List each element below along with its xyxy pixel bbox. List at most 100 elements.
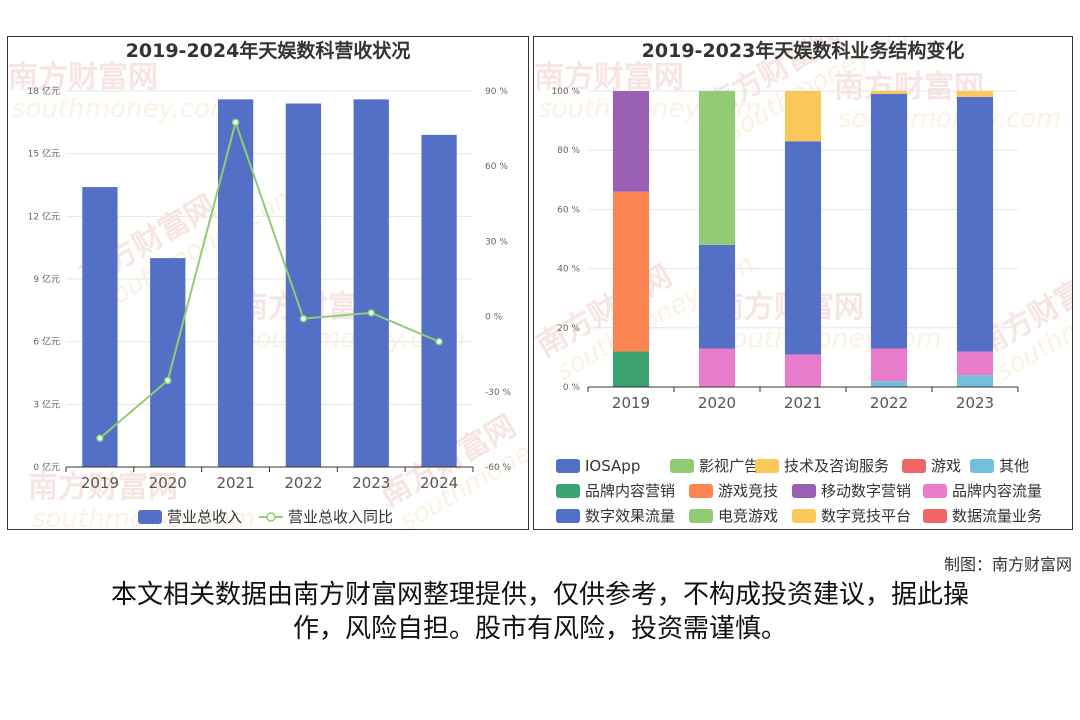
watermark-text-en: southmoney.com <box>718 324 941 354</box>
y-left-tick-label: 0 亿元 <box>33 461 60 473</box>
x-tick-label: 2021 <box>216 474 254 492</box>
stack-segment <box>612 351 650 387</box>
legend-swatch <box>970 459 994 473</box>
legend-swatch <box>792 509 816 523</box>
stack-segment <box>870 93 908 349</box>
legend-label: 技术及咨询服务 <box>784 457 889 475</box>
stack-segment <box>956 351 994 376</box>
yoy-point <box>231 118 240 127</box>
legend-label: 游戏竞技 <box>718 482 778 500</box>
stack-segment <box>870 91 908 94</box>
stack-segment <box>956 375 994 387</box>
watermark-text-en: southmoney.com <box>12 94 235 124</box>
stack-segment <box>870 348 908 382</box>
revenue-bar <box>217 99 254 467</box>
legend-swatch <box>689 484 713 498</box>
legend-swatch <box>556 484 580 498</box>
x-tick-label: 2022 <box>284 474 322 492</box>
legend-label: 其他 <box>999 457 1029 475</box>
watermark-text-cn: 南方财富网 <box>28 470 178 505</box>
disclaimer: 本文相关数据由南方财富网整理提供，仅供参考，不构成投资建议，据此操 作，风险自担… <box>60 578 1020 646</box>
stack-segment <box>870 381 908 387</box>
gridlines <box>66 90 473 405</box>
disclaimer-line-1: 本文相关数据由南方财富网整理提供，仅供参考，不构成投资建议，据此操 <box>110 580 969 610</box>
x-tick-label: 2024 <box>420 474 458 492</box>
yoy-line <box>99 118 440 439</box>
y-tick-label: 60 % <box>557 205 580 215</box>
x-tick-label: 2020 <box>698 394 736 412</box>
stack-segment <box>784 91 822 142</box>
disclaimer-line-2: 作，风险自担。股市有风险，投资需谨慎。 <box>292 614 787 644</box>
x-tick-label: 2020 <box>149 474 187 492</box>
x-tick-label: 2023 <box>956 394 994 412</box>
legend-label: 品牌内容流量 <box>952 482 1042 500</box>
y-tick-label: 40 % <box>557 265 580 275</box>
legend-swatch-yoy-point <box>266 512 276 522</box>
chart-credit: 制图：南方财富网 <box>943 555 1072 574</box>
legend-label: 品牌内容营销 <box>585 482 675 500</box>
y-left-tick-label: 12 亿元 <box>28 210 60 222</box>
y-right-tick-label: 0 % <box>485 313 503 323</box>
y-left-tick-label: 6 亿元 <box>33 336 60 348</box>
x-tick-label: 2023 <box>352 474 390 492</box>
x-tick-label: 2022 <box>870 394 908 412</box>
chart-title: 2019-2023年天娱数科业务结构变化 <box>642 39 965 62</box>
legend-swatch-revenue <box>138 510 162 524</box>
legend-label: 数字竞技平台 <box>821 507 911 525</box>
y-right-tick-label: -60 % <box>485 463 512 473</box>
y-right-tick-label: 30 % <box>485 237 508 247</box>
legend-swatch <box>670 459 694 473</box>
stack-segment <box>784 354 822 387</box>
legend-swatch <box>792 484 816 498</box>
legend-swatch <box>755 459 779 473</box>
y-left-tick-label: 9 亿元 <box>33 273 60 285</box>
stack-segment <box>612 191 650 352</box>
legend-label: 影视广告 <box>699 457 759 475</box>
yoy-point <box>96 434 104 442</box>
stack-segment <box>612 91 650 192</box>
legend-swatch <box>689 509 713 523</box>
revenue-chart-panel: 南方财富网 southmoney.com 南方财富网 southmoney.com 南方… <box>7 36 529 530</box>
stack-segment <box>698 348 736 387</box>
y-tick-label: 20 % <box>557 324 580 334</box>
watermark-text-cn: 南方财富网 <box>8 60 158 95</box>
chart-title: 2019-2024年天娱数科营收状况 <box>126 39 411 62</box>
y-right-tick-label: 60 % <box>485 162 508 172</box>
stack-segment <box>956 96 994 352</box>
revenue-bar <box>82 187 118 468</box>
yoy-point <box>367 309 375 317</box>
legend-label: 数字效果流量 <box>585 507 675 525</box>
legend-label-revenue: 营业总收入 <box>167 508 242 526</box>
stack-segment <box>698 244 736 349</box>
y-tick-label: 80 % <box>557 146 580 156</box>
y-tick-label: 100 % <box>551 87 580 97</box>
y-right-tick-label: -30 % <box>485 388 512 398</box>
revenue-bar <box>353 99 389 467</box>
yoy-point <box>435 337 443 346</box>
y-left-tick-label: 18 亿元 <box>28 85 60 97</box>
revenue-bar <box>421 134 457 467</box>
legend-label: 电竞游戏 <box>718 507 778 525</box>
legend-label: 游戏 <box>931 457 961 475</box>
business-structure-chart: 南方财富网southmoney.com南方财富网southmoney.com南方… <box>534 37 1072 525</box>
legend-label: IOSApp <box>585 457 640 475</box>
x-tick-label: 2019 <box>81 474 119 492</box>
legend-label-yoy: 营业总收入同比 <box>288 508 393 526</box>
stack-segment <box>698 91 736 245</box>
watermark-text-cn: 南方财富网 <box>534 60 684 95</box>
legend-swatch <box>923 484 947 498</box>
x-tick-label: 2021 <box>784 394 822 412</box>
business-structure-chart-panel: 南方财富网 southmoney.com 南方财富网 southmoney.com 南方… <box>533 36 1073 530</box>
stack-segment <box>956 91 994 97</box>
legend-swatch <box>923 509 947 523</box>
x-tick-label: 2019 <box>612 394 650 412</box>
legend-swatch <box>556 509 580 523</box>
legend: 营业总收入 营业总收入同比 <box>138 508 393 526</box>
stack-segment <box>784 141 822 355</box>
legend-swatch <box>902 459 926 473</box>
